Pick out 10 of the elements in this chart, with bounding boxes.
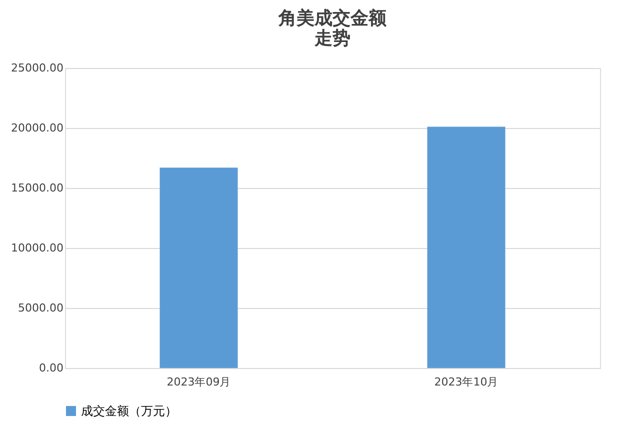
chart-title: 角美成交金额走势 bbox=[278, 8, 388, 49]
y-tick-label: 10000.00 bbox=[11, 242, 64, 254]
y-tick-label: 5000.00 bbox=[18, 302, 64, 314]
x-tick-label: 2023年10月 bbox=[434, 376, 498, 388]
y-tick-label: 25000.00 bbox=[11, 62, 64, 74]
y-tick-label: 0.00 bbox=[39, 362, 64, 374]
legend-label: 成交金额（万元） bbox=[81, 404, 177, 418]
y-tick-label: 20000.00 bbox=[11, 122, 64, 134]
y-tick-label: 15000.00 bbox=[11, 182, 64, 194]
x-tick-label: 2023年09月 bbox=[166, 376, 231, 388]
